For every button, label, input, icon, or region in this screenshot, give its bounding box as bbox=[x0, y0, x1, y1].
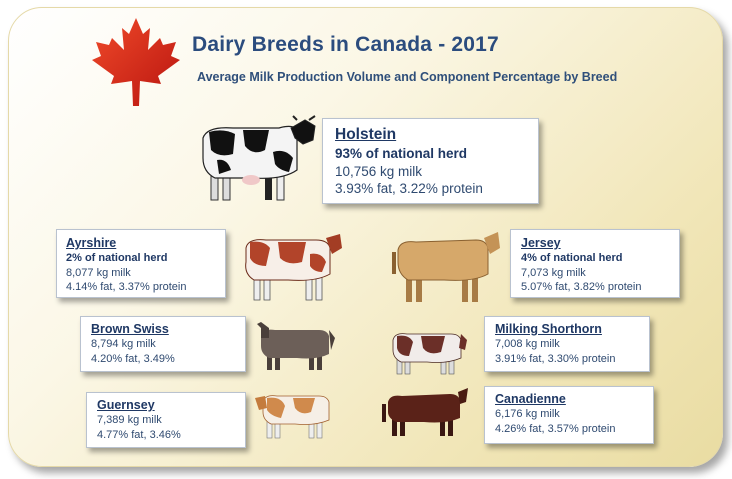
breed-name: Guernsey bbox=[97, 398, 155, 412]
ayrshire-cow-image bbox=[245, 234, 342, 301]
milk-volume: 8,794 kg milk bbox=[91, 338, 156, 351]
jersey-cow-image bbox=[392, 232, 500, 302]
guernsey-cow-image bbox=[255, 395, 330, 439]
canadienne-card: Canadienne 6,176 kg milk 4.26% fat, 3.57… bbox=[484, 386, 654, 444]
breed-name: Brown Swiss bbox=[91, 322, 169, 336]
herd-share: 93% of national herd bbox=[335, 146, 468, 162]
breed-name: Jersey bbox=[521, 236, 561, 250]
page-title: Dairy Breeds in Canada - 2017 bbox=[192, 33, 499, 56]
milk-volume: 7,073 kg milk bbox=[521, 266, 586, 279]
ayrshire-card: Ayrshire 2% of national herd 8,077 kg mi… bbox=[56, 229, 226, 298]
milk-volume: 8,077 kg milk bbox=[66, 266, 131, 279]
milk-volume: 7,008 kg milk bbox=[495, 338, 560, 351]
brown-swiss-card: Brown Swiss 8,794 kg milk 4.20% fat, 3.4… bbox=[80, 316, 246, 372]
breed-name: Canadienne bbox=[495, 392, 566, 406]
canadienne-cow-image bbox=[382, 388, 468, 436]
milking-shorthorn-card: Milking Shorthorn 7,008 kg milk 3.91% fa… bbox=[484, 316, 650, 372]
milk-components: 3.93% fat, 3.22% protein bbox=[335, 181, 483, 197]
milk-components: 3.91% fat, 3.30% protein bbox=[495, 352, 616, 365]
milk-volume: 7,389 kg milk bbox=[97, 414, 162, 427]
herd-share: 2% of national herd bbox=[66, 252, 168, 265]
milk-components: 4.20% fat, 3.49% bbox=[91, 352, 175, 365]
milk-components: 4.26% fat, 3.57% protein bbox=[495, 422, 616, 435]
breed-name: Milking Shorthorn bbox=[495, 322, 602, 336]
guernsey-card: Guernsey 7,389 kg milk 4.77% fat, 3.46% bbox=[86, 392, 246, 448]
breed-name: Holstein bbox=[335, 126, 397, 143]
jersey-card: Jersey 4% of national herd 7,073 kg milk… bbox=[510, 229, 680, 298]
breed-name: Ayrshire bbox=[66, 236, 117, 250]
milk-components: 4.14% fat, 3.37% protein bbox=[66, 280, 187, 293]
milk-volume: 10,756 kg milk bbox=[335, 163, 423, 179]
milking-shorthorn-cow-image bbox=[392, 333, 467, 375]
milk-components: 5.07% fat, 3.82% protein bbox=[521, 280, 642, 293]
page-subtitle: Average Milk Production Volume and Compo… bbox=[197, 70, 618, 84]
brown-swiss-cow-image bbox=[257, 322, 335, 370]
holstein-card: Holstein 93% of national herd 10,756 kg … bbox=[322, 118, 539, 204]
holstein-cow-image bbox=[202, 115, 316, 201]
herd-share: 4% of national herd bbox=[521, 252, 623, 265]
maple-leaf-icon bbox=[92, 18, 180, 106]
milk-volume: 6,176 kg milk bbox=[495, 408, 560, 421]
milk-components: 4.77% fat, 3.46% bbox=[97, 428, 181, 441]
